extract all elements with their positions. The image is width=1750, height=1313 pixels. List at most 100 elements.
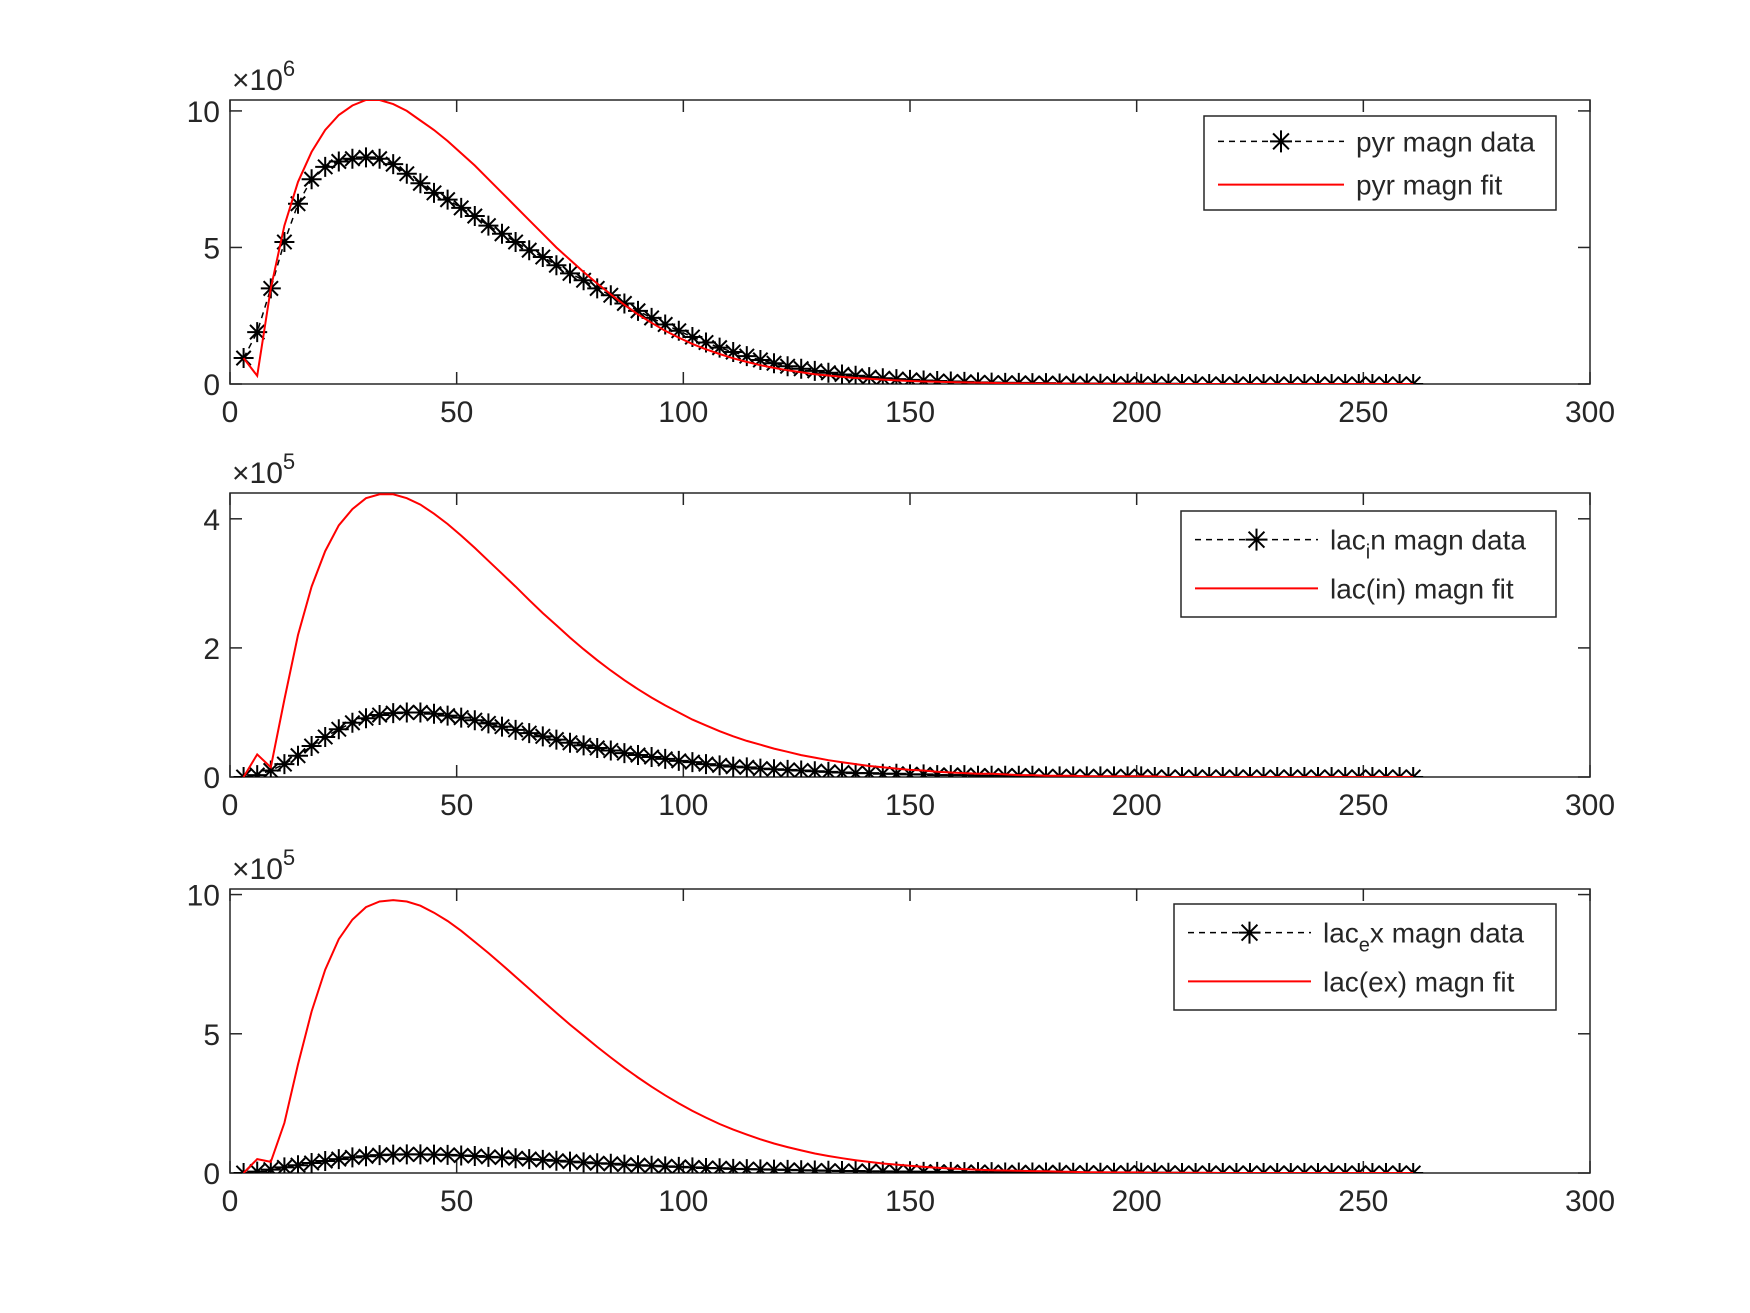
data-point [723, 1158, 744, 1173]
data-point [927, 1161, 948, 1173]
data-point [600, 740, 621, 761]
data-point [832, 364, 852, 384]
data-point [859, 763, 880, 777]
data-point [614, 1154, 635, 1173]
data-point [560, 263, 580, 284]
x-tick-label: 0 [222, 1185, 239, 1218]
legend-label-main: lac(ex) magn fit [1323, 966, 1515, 997]
data-point [696, 754, 716, 775]
data-point [777, 356, 798, 377]
y-tick-label: 5 [203, 232, 220, 265]
data-point [301, 1152, 322, 1173]
data-point [274, 232, 295, 252]
axis-exponent: ×105 [232, 845, 295, 886]
data-point [410, 702, 431, 723]
x-tick-label: 200 [1112, 396, 1162, 429]
data-point [995, 1162, 1016, 1173]
data-point [274, 754, 295, 775]
data-point [628, 745, 648, 766]
data-point [818, 761, 839, 777]
legend: pyr magn data pyr magn fit [1203, 115, 1557, 211]
data-point [750, 758, 771, 777]
legend-label: pyr magn data [1356, 126, 1535, 157]
data-point [383, 154, 404, 175]
y-tick-label: 10 [187, 880, 220, 913]
data-point [886, 1161, 907, 1173]
legend-label-main: pyr magn data [1356, 126, 1535, 157]
x-tick-label: 0 [222, 789, 239, 822]
data-point [532, 726, 553, 747]
data-point [410, 173, 431, 194]
exponent-power: 5 [283, 845, 295, 870]
data-point [328, 719, 349, 740]
x-tick-label: 200 [1112, 789, 1162, 822]
data-point [777, 1159, 798, 1173]
data-point [791, 760, 812, 777]
series-line [242, 899, 1414, 1173]
x-tick-label: 250 [1338, 789, 1388, 822]
data-point [764, 353, 784, 374]
legend: lacex magn data lac(ex) magn fit [1173, 903, 1557, 1011]
data-point [859, 367, 880, 384]
data-point [560, 1151, 580, 1172]
series-line [242, 156, 1414, 384]
legend-label: lac(in) magn fit [1330, 573, 1514, 604]
exponent-base: ×10 [232, 853, 283, 886]
data-point [505, 719, 526, 740]
data-point [288, 1155, 308, 1173]
data-point [736, 1159, 757, 1173]
data-point [832, 762, 852, 777]
data-point [968, 765, 988, 777]
data-point [247, 1161, 268, 1173]
data-point [872, 1161, 893, 1173]
data-point [369, 705, 390, 726]
data-point [532, 1149, 553, 1170]
data-point [505, 1148, 526, 1169]
x-tick-label: 300 [1565, 396, 1615, 429]
data-point [641, 1155, 662, 1173]
data-point [628, 300, 648, 321]
x-tick-label: 150 [885, 396, 935, 429]
legend-label-main: pyr magn fit [1356, 170, 1502, 201]
y-tick-label: 10 [187, 96, 220, 129]
x-tick-label: 50 [440, 396, 473, 429]
data-point [560, 732, 580, 753]
data-point [872, 368, 893, 384]
x-tick-label: 250 [1338, 396, 1388, 429]
data-point [451, 197, 472, 218]
data-point [655, 748, 676, 769]
axis-exponent: ×106 [232, 56, 295, 97]
data-point [315, 1151, 336, 1172]
legend-box [1173, 903, 1557, 1011]
data-point [437, 189, 458, 210]
data-point [356, 147, 376, 168]
data-point [764, 1159, 784, 1173]
exponent-power: 5 [283, 449, 295, 474]
data-point [954, 1162, 975, 1173]
data-point [573, 270, 594, 291]
data-point [410, 1144, 431, 1165]
data-point [478, 1146, 499, 1167]
legend-marker [1270, 130, 1292, 153]
data-point [791, 358, 812, 379]
x-tick-label: 150 [885, 789, 935, 822]
data-point [437, 705, 458, 726]
data-point [614, 743, 635, 764]
legend-box [1180, 510, 1557, 618]
data-point [301, 169, 322, 190]
data-point [247, 322, 268, 343]
legend-label: lacin magn data [1330, 525, 1526, 564]
y-tick-label: 4 [203, 504, 220, 537]
data-point [464, 710, 485, 731]
x-tick-label: 300 [1565, 789, 1615, 822]
data-point [369, 1145, 390, 1166]
data-point [927, 765, 948, 777]
data-point [913, 1161, 934, 1173]
data-point [668, 320, 689, 341]
legend-label-rest: x magn data [1370, 918, 1525, 949]
series-line [242, 493, 1414, 777]
data-point [546, 255, 567, 276]
data-point [886, 369, 907, 384]
